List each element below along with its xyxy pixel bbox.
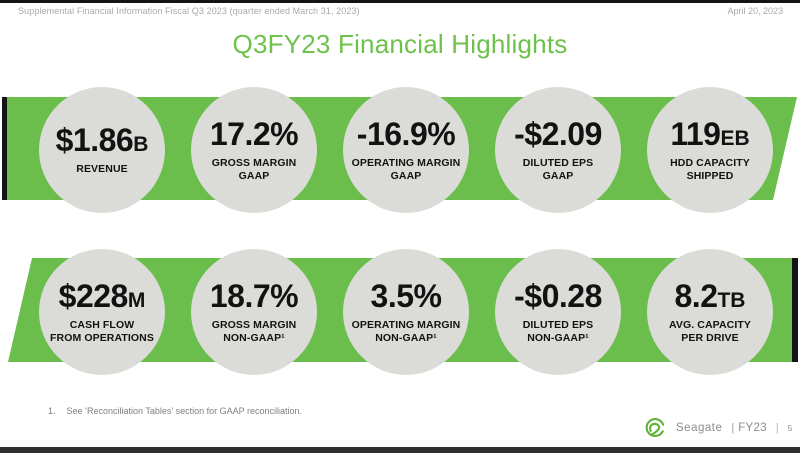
bottom-band-right-black-bar <box>792 258 798 362</box>
stat-label: AVG. CAPACITY PER DRIVE <box>669 318 751 344</box>
stat-circle-revenue: $1.86B REVENUE <box>39 87 165 213</box>
bottom-border-bar <box>0 447 800 453</box>
footnote-number: 1. <box>48 406 56 416</box>
stat-unit: TB <box>717 288 746 312</box>
stat-value: -$0.28 <box>514 277 602 314</box>
stat-unit: EB <box>720 126 750 150</box>
stat-circle-diluted-eps-non-gaap: -$0.28 DILUTED EPS NON-GAAP¹ <box>495 249 621 375</box>
stat-circle-diluted-eps-gaap: -$2.09 DILUTED EPS GAAP <box>495 87 621 213</box>
stat-unit: M <box>127 288 146 312</box>
stat-label: CASH FLOW FROM OPERATIONS <box>50 318 154 344</box>
stat-label: OPERATING MARGIN NON-GAAP¹ <box>351 318 461 344</box>
footer-page-number: 5 <box>787 423 793 433</box>
stat-circle-cash-flow: $228M CASH FLOW FROM OPERATIONS <box>39 249 165 375</box>
page-title: Q3FY23 Financial Highlights <box>232 29 568 59</box>
stat-circle-hdd-capacity-shipped: 119EB HDD CAPACITY SHIPPED <box>647 87 773 213</box>
stat-label: DILUTED EPS GAAP <box>522 156 594 182</box>
stat-label: GROSS MARGIN GAAP <box>211 156 297 182</box>
stat-label: GROSS MARGIN NON-GAAP¹ <box>211 318 297 344</box>
footnote: 1. See ‘Reconciliation Tables’ section f… <box>48 406 302 416</box>
stat-label: DILUTED EPS NON-GAAP¹ <box>522 318 594 344</box>
stat-value: -$2.09 <box>514 115 602 152</box>
footer-divider: | <box>775 422 779 434</box>
footer-brand-name: Seagate <box>676 422 723 434</box>
stat-circle-operating-margin-gaap: -16.9% OPERATING MARGIN GAAP <box>343 87 469 213</box>
stat-unit: B <box>133 133 149 157</box>
stat-value: -16.9% <box>356 115 456 152</box>
stat-label: HDD CAPACITY SHIPPED <box>670 156 750 182</box>
stat-circle-operating-margin-non-gaap: 3.5% OPERATING MARGIN NON-GAAP¹ <box>343 249 469 375</box>
seagate-swirl-icon <box>644 417 666 439</box>
footer: Seagate | FY23 | 5 <box>644 417 792 439</box>
stat-value: 17.2% <box>209 115 299 152</box>
top-band-left-black-bar <box>2 97 7 200</box>
stat-circle-gross-margin-gaap: 17.2% GROSS MARGIN GAAP <box>191 87 317 213</box>
stat-circle-avg-capacity-per-drive: 8.2TB AVG. CAPACITY PER DRIVE <box>647 249 773 375</box>
header-subtitle: Supplemental Financial Information Fisca… <box>18 6 360 16</box>
footnote-text: See ‘Reconciliation Tables’ section for … <box>66 406 302 416</box>
footer-divider: | <box>731 422 735 434</box>
stat-value: 3.5% <box>370 277 442 314</box>
stat-value: $228M <box>58 277 146 314</box>
footer-fiscal-year: FY23 <box>738 422 767 434</box>
stat-label: REVENUE <box>76 163 128 176</box>
stat-value: $1.86B <box>55 122 149 159</box>
stat-value: 119EB <box>670 115 750 152</box>
header-date: April 20, 2023 <box>727 6 783 16</box>
stat-label: OPERATING MARGIN GAAP <box>351 156 461 182</box>
stat-circle-gross-margin-non-gaap: 18.7% GROSS MARGIN NON-GAAP¹ <box>191 249 317 375</box>
top-border-line <box>0 0 800 3</box>
stat-value: 8.2TB <box>674 277 746 314</box>
stat-value: 18.7% <box>209 277 299 314</box>
